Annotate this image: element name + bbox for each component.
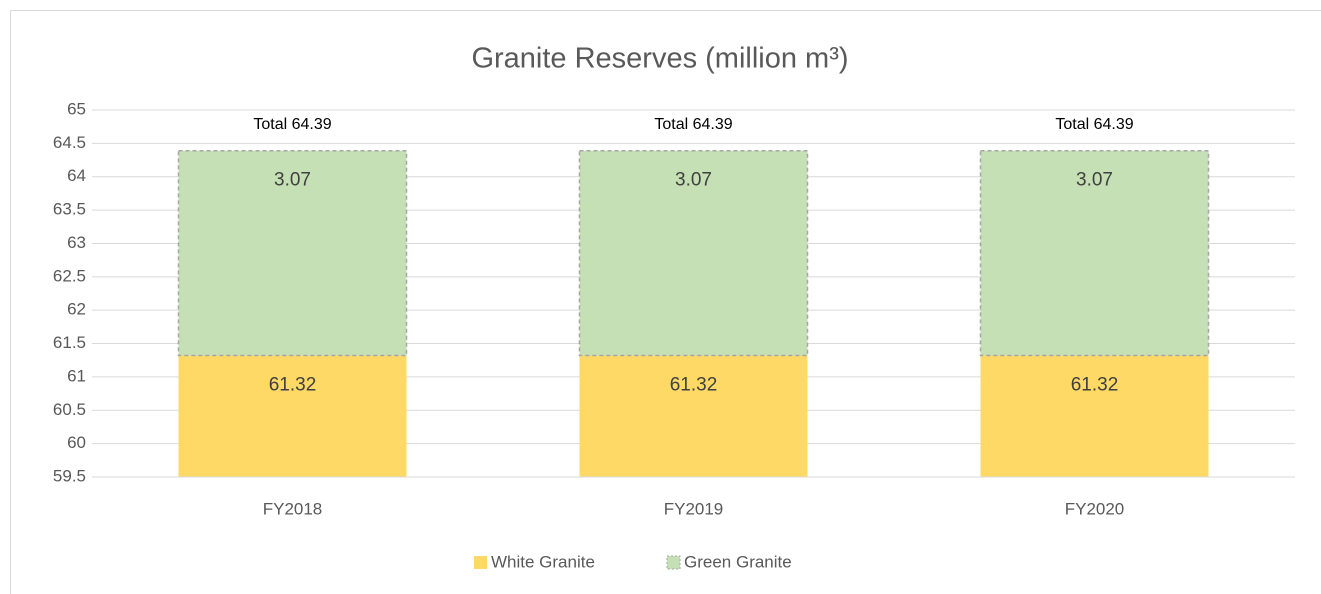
data-label: 61.32 [269, 375, 317, 396]
x-tick-label: FY2020 [1065, 499, 1125, 518]
bar-segment [177, 149, 408, 357]
data-label: 3.07 [1076, 170, 1113, 191]
data-label: 61.32 [1071, 375, 1119, 396]
legend-swatch [474, 556, 487, 569]
total-label: Total 64.39 [654, 116, 732, 133]
legend-label: White Granite [491, 552, 595, 571]
legend-swatch [666, 555, 681, 570]
y-tick-label: 63 [67, 233, 86, 252]
bar-segment [578, 149, 809, 357]
y-tick-label: 61.5 [53, 333, 86, 352]
chart-title: Granite Reserves (million m³) [471, 43, 848, 75]
y-tick-label: 62.5 [53, 266, 86, 285]
bar-segment [178, 355, 407, 477]
bar-segment [579, 355, 808, 477]
y-tick-label: 60 [67, 433, 86, 452]
y-tick-label: 61 [67, 366, 86, 385]
y-tick-label: 63.5 [53, 200, 86, 219]
total-label: Total 64.39 [1055, 116, 1133, 133]
total-label: Total 64.39 [253, 116, 331, 133]
data-label: 61.32 [670, 375, 718, 396]
x-tick-label: FY2019 [664, 499, 724, 518]
bar-segment [980, 355, 1209, 477]
y-tick-label: 65 [67, 99, 86, 118]
y-tick-label: 64.5 [53, 133, 86, 152]
y-tick-label: 64 [67, 166, 86, 185]
legend-label: Green Granite [684, 552, 792, 571]
y-tick-label: 62 [67, 300, 86, 319]
x-tick-label: FY2018 [263, 499, 323, 518]
data-label: 3.07 [274, 170, 311, 191]
y-tick-label: 59.5 [53, 466, 86, 485]
data-label: 3.07 [675, 170, 712, 191]
y-tick-label: 60.5 [53, 400, 86, 419]
bar-segment [979, 149, 1210, 357]
